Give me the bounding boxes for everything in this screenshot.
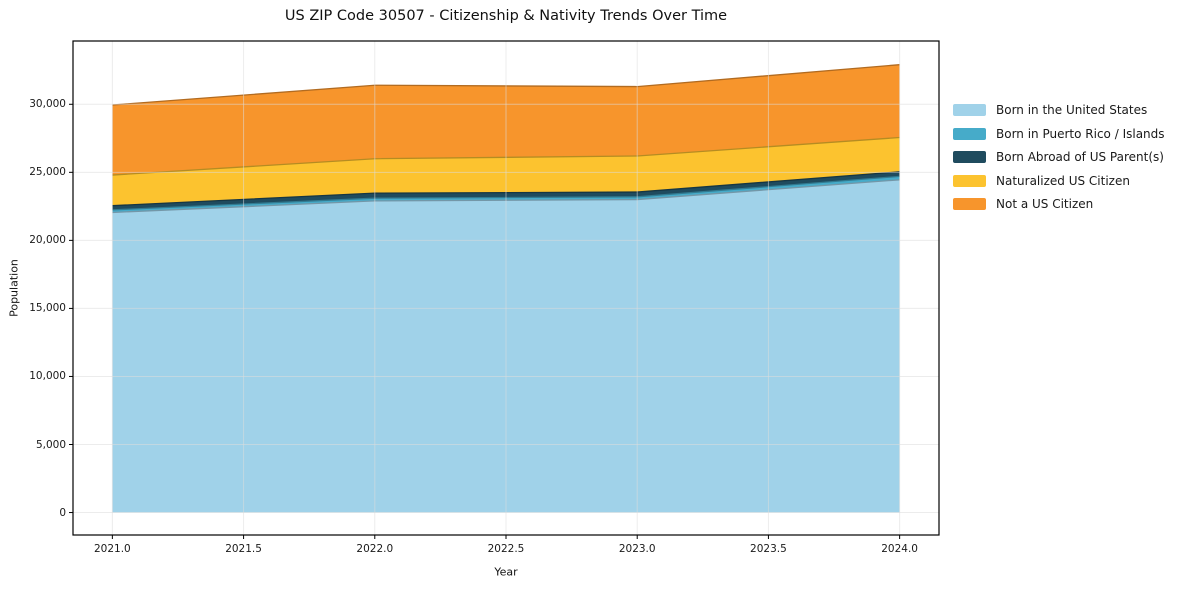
y-tick-label: 25,000	[29, 166, 66, 179]
x-tick-label: 2023.0	[618, 543, 656, 555]
area-born-abroad-of-us-parent-s	[112, 171, 900, 210]
legend-label: Born in the United States	[996, 103, 1148, 118]
y-tick-label: 10,000	[29, 370, 66, 383]
y-axis-label: Population	[7, 259, 21, 317]
legend-swatch-born-in-puerto-rico-islands	[953, 127, 986, 140]
y-tick-label: 20,000	[29, 234, 66, 247]
y-tick-label: 30,000	[29, 98, 66, 111]
legend-item-naturalized-us-citizen: Naturalized US Citizen	[953, 173, 1165, 188]
legend-label: Born in Puerto Rico / Islands	[996, 126, 1165, 141]
x-axis-label: Year	[494, 565, 518, 579]
legend-swatch-born-abroad-of-us-parent-s	[953, 151, 986, 164]
x-tick-label: 2023.5	[750, 543, 787, 555]
legend-item-born-abroad-of-us-parent-s: Born Abroad of US Parent(s)	[953, 150, 1165, 165]
chart-title: US ZIP Code 30507 - Citizenship & Nativi…	[284, 8, 728, 24]
legend: Born in the United States Born in Puerto …	[953, 103, 1165, 212]
legend-swatch-not-a-us-citizen	[953, 198, 986, 211]
legend-item-not-a-us-citizen: Not a US Citizen	[953, 197, 1165, 212]
x-tick-label: 2022.0	[356, 543, 394, 555]
legend-swatch-naturalized-us-citizen	[953, 174, 986, 187]
y-tick-label: 0	[59, 506, 66, 519]
x-tick-label: 2021.0	[93, 543, 131, 555]
legend-item-born-in-the-united-states: Born in the United States	[953, 103, 1165, 118]
legend-label: Not a US Citizen	[996, 197, 1094, 212]
y-tick-label: 5,000	[35, 438, 66, 451]
x-tick-label: 2022.5	[487, 543, 525, 555]
y-tick-label: 15,000	[29, 302, 66, 315]
legend-label: Naturalized US Citizen	[996, 173, 1130, 188]
legend-item-born-in-puerto-rico-islands: Born in Puerto Rico / Islands	[953, 126, 1165, 141]
x-tick-label: 2021.5	[225, 543, 262, 555]
x-tick-label: 2024.0	[881, 543, 918, 555]
legend-label: Born Abroad of US Parent(s)	[996, 150, 1164, 165]
legend-swatch-born-in-the-united-states	[953, 104, 986, 117]
